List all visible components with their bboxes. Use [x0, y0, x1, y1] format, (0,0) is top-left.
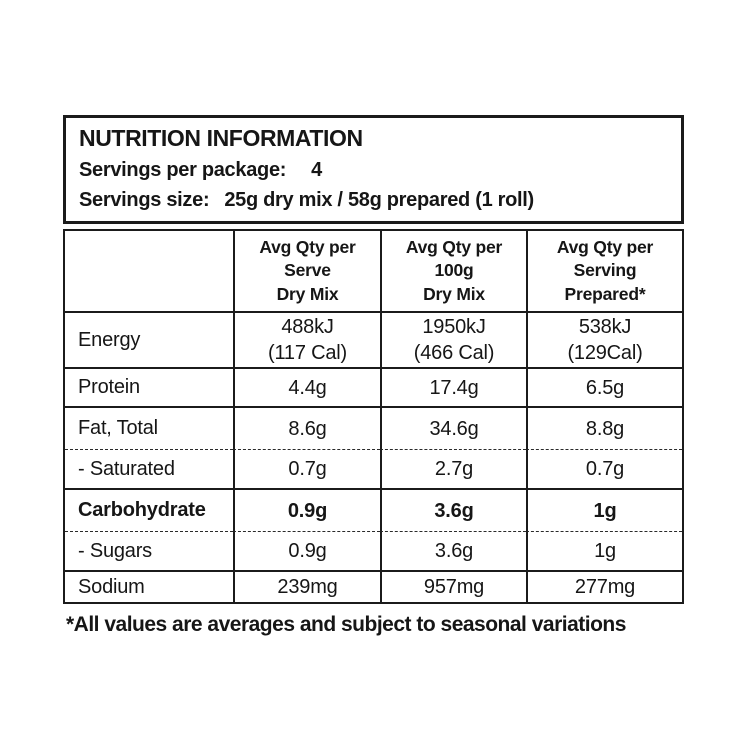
nutrition-label: NUTRITION INFORMATION Servings per packa…: [63, 115, 684, 637]
nutrition-header-box: NUTRITION INFORMATION Servings per packa…: [63, 115, 684, 224]
value-100g: 3.6g: [380, 488, 526, 531]
nutrient-label: - Saturated: [65, 449, 233, 488]
value-serve: 0.9g: [233, 488, 380, 531]
serving-size-line: Servings size: 25g dry mix / 58g prepared…: [79, 189, 669, 212]
value-serve: 4.4g: [233, 367, 380, 406]
value-serve: 8.6g: [233, 406, 380, 449]
servings-per-package-line: Servings per package: 4: [79, 159, 669, 182]
table-row-energy: Energy 488kJ (117 Cal) 1950kJ (466 Cal) …: [65, 311, 682, 367]
value-100g: 17.4g: [380, 367, 526, 406]
column-header-serve-dry-mix: Avg Qty per Serve Dry Mix: [233, 231, 380, 311]
table-header-row: Avg Qty per Serve Dry Mix Avg Qty per 10…: [65, 231, 682, 311]
column-header-100g-dry-mix: Avg Qty per 100g Dry Mix: [380, 231, 526, 311]
table-row-sugars: - Sugars 0.9g 3.6g 1g: [65, 531, 682, 570]
value-100g: 3.6g: [380, 531, 526, 570]
value-prepared: 538kJ (129Cal): [526, 311, 682, 367]
nutrient-label: - Sugars: [65, 531, 233, 570]
table-row-fat-total: Fat, Total 8.6g 34.6g 8.8g: [65, 406, 682, 449]
table-row-carbohydrate: Carbohydrate 0.9g 3.6g 1g: [65, 488, 682, 531]
servings-per-package-value: 4: [311, 159, 322, 181]
value-serve: 0.7g: [233, 449, 380, 488]
nutrition-title: NUTRITION INFORMATION: [79, 125, 363, 151]
servings-per-package-label: Servings per package:: [79, 159, 287, 181]
value-serve: 239mg: [233, 570, 380, 602]
value-serve: 488kJ (117 Cal): [233, 311, 380, 367]
value-100g: 34.6g: [380, 406, 526, 449]
value-prepared: 0.7g: [526, 449, 682, 488]
table-row-saturated: - Saturated 0.7g 2.7g 0.7g: [65, 449, 682, 488]
value-prepared: 1g: [526, 531, 682, 570]
nutrient-label: Protein: [65, 367, 233, 406]
value-100g: 957mg: [380, 570, 526, 602]
footnote-seasonal-variations: *All values are averages and subject to …: [66, 613, 626, 636]
nutrient-label: Carbohydrate: [65, 488, 233, 531]
value-prepared: 8.8g: [526, 406, 682, 449]
corner-cell: [65, 231, 233, 311]
value-prepared: 1g: [526, 488, 682, 531]
value-prepared: 6.5g: [526, 367, 682, 406]
nutrition-table: Avg Qty per Serve Dry Mix Avg Qty per 10…: [63, 229, 684, 604]
serving-size-value: 25g dry mix / 58g prepared (1 roll): [224, 189, 534, 211]
value-serve: 0.9g: [233, 531, 380, 570]
value-prepared: 277mg: [526, 570, 682, 602]
nutrient-label: Fat, Total: [65, 406, 233, 449]
table-row-protein: Protein 4.4g 17.4g 6.5g: [65, 367, 682, 406]
column-header-serving-prepared: Avg Qty per Serving Prepared*: [526, 231, 682, 311]
value-100g: 2.7g: [380, 449, 526, 488]
value-100g: 1950kJ (466 Cal): [380, 311, 526, 367]
serving-size-label: Servings size:: [79, 189, 210, 211]
table-row-sodium: Sodium 239mg 957mg 277mg: [65, 570, 682, 602]
nutrient-label: Sodium: [65, 570, 233, 602]
nutrient-label: Energy: [65, 311, 233, 367]
